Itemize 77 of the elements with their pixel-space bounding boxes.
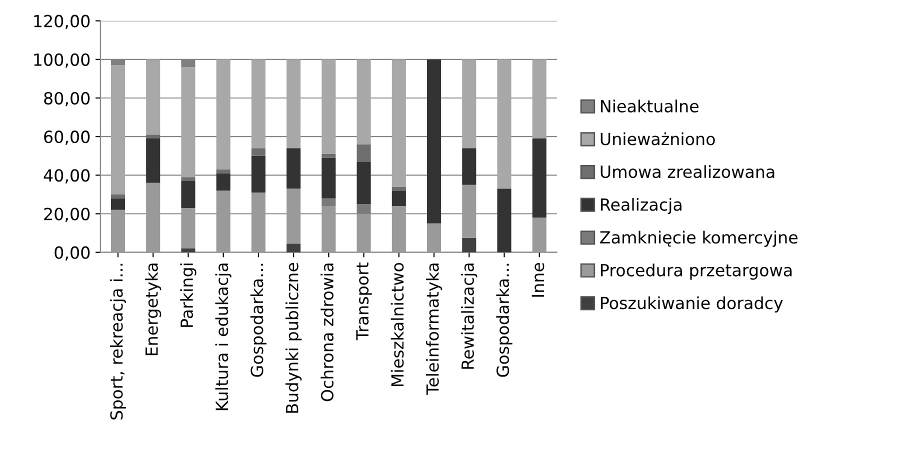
x-tick-label: Sport, rekreacja i... — [110, 264, 126, 420]
bar — [532, 218, 546, 252]
y-tick-label: 20,00 — [44, 208, 90, 222]
bar — [181, 208, 196, 248]
bar — [427, 59, 442, 224]
x-tick-label: Energetyka — [145, 264, 162, 356]
bar — [110, 194, 126, 198]
y-tick-label: 100,00 — [34, 53, 90, 68]
x-tick-label: Gospodarka... — [250, 264, 267, 377]
bar — [110, 65, 126, 194]
bar — [146, 182, 160, 252]
bar — [286, 59, 301, 148]
bar — [462, 59, 476, 148]
bar — [462, 238, 476, 252]
bar — [322, 206, 336, 252]
bar — [216, 173, 230, 191]
bar — [286, 188, 301, 244]
bar — [181, 67, 196, 178]
bar — [532, 59, 546, 139]
x-tick-label: Parkingi — [180, 264, 196, 327]
y-tick-label: 80,00 — [44, 92, 90, 106]
x-tick-label: Budynki publiczne — [286, 262, 302, 413]
bar — [251, 192, 266, 252]
x-tick-label: Ochrona zdrowia — [320, 264, 334, 402]
bar — [392, 186, 406, 191]
bar — [462, 184, 476, 238]
bar — [286, 244, 301, 252]
bar — [110, 210, 126, 252]
bar — [110, 198, 126, 210]
bar — [146, 134, 160, 139]
bar — [532, 138, 546, 218]
bar — [356, 214, 371, 252]
bar — [181, 180, 196, 208]
y-tick-label: 60,00 — [44, 130, 90, 145]
legend-label: Procedura przetargowa — [601, 264, 792, 280]
bar — [251, 148, 266, 156]
bar — [216, 59, 230, 170]
bar — [322, 154, 336, 158]
bar — [427, 223, 442, 252]
y-tick-label: 40,00 — [44, 169, 90, 184]
bar — [251, 156, 266, 193]
x-tick-label: Mieszkalnictwo — [390, 262, 404, 386]
legend-label: Realizacja — [601, 198, 682, 214]
y-tick-label: 120,00 — [34, 14, 90, 30]
legend-label: Zamknięcie komercyjne — [600, 230, 798, 247]
bar — [216, 169, 230, 174]
bar — [146, 138, 160, 183]
x-tick-label: Kultura i edukacja — [215, 264, 232, 410]
bar — [356, 162, 371, 204]
bar — [497, 188, 512, 252]
legend-label: Nieaktualne — [601, 100, 698, 112]
bar — [356, 144, 371, 162]
bar — [392, 59, 406, 187]
x-tick-label: Inne — [532, 262, 544, 297]
x-tick-label: Transport — [356, 262, 372, 340]
x-tick-label: Gospodarka... — [496, 264, 512, 377]
bar — [356, 59, 371, 144]
bar — [392, 190, 406, 206]
bar — [181, 177, 196, 181]
bar — [322, 198, 336, 206]
bar — [251, 59, 266, 148]
bar — [322, 59, 336, 154]
bar — [497, 59, 512, 189]
bar — [146, 59, 160, 135]
legend-label: Poszukiwanie doradcy — [601, 296, 783, 312]
bar — [181, 248, 196, 252]
legend-label: Umowa zrealizowana — [600, 165, 774, 178]
bar — [322, 158, 336, 198]
y-tick-label: 0,00 — [54, 246, 90, 261]
x-tick-label: Rewitalizacja — [461, 264, 478, 369]
bar — [462, 148, 476, 185]
bar — [356, 204, 371, 214]
bar — [286, 148, 301, 189]
bar — [216, 190, 230, 252]
bar — [392, 206, 406, 252]
x-tick-label: Teleinformatyka — [426, 264, 442, 395]
legend-label: Unieważniono — [600, 132, 715, 146]
